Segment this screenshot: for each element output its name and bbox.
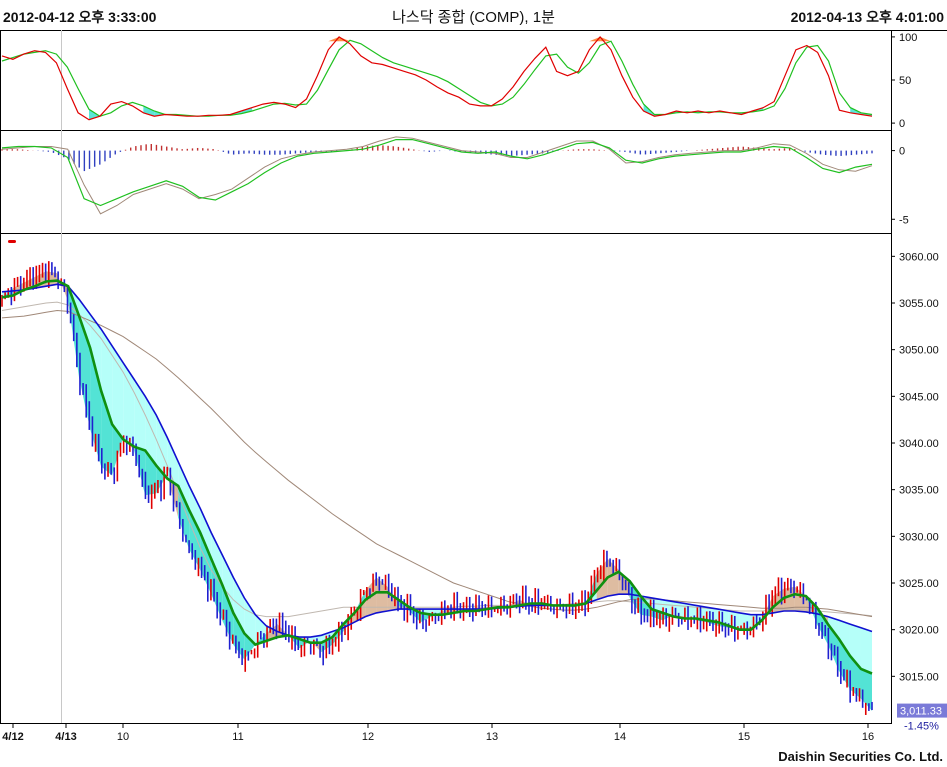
price-band-fill [189,510,201,570]
panel-frame [0,130,892,234]
price-band-fill [596,558,608,591]
chart-title: 나스닥 종합 (COMP), 1분 [392,9,555,26]
price-band-fill [618,569,630,598]
y-tick-label: 3020.00 [899,625,939,637]
y-tick-label: -5 [899,214,909,226]
y-tick-label: 3015.00 [899,671,939,683]
ma-band-fill [211,532,223,585]
y-tick-label: 3060.00 [899,251,939,263]
oversold-fill [89,109,100,120]
ma-short-line [1,279,873,675]
ma-band-fill [387,592,399,611]
ma-band-fill [200,508,212,559]
y-tick-label: 3040.00 [899,438,939,450]
y-tick-label: 3045.00 [899,391,939,403]
price-band-fill [574,603,586,608]
price-band-fill [156,465,168,494]
y-tick-label: 50 [899,75,911,87]
ma-band-fill [376,592,388,613]
price-band-fill [57,273,69,302]
x-tick-label: 11 [232,731,243,743]
ma-long-secondary [1,301,873,618]
stochastic-slow-line [1,39,873,117]
ma-band-fill [739,612,751,630]
price-band-fill [409,607,421,623]
ma-band-fill [123,362,135,447]
ma-band-fill [596,577,608,600]
ma-band-fill [101,329,113,425]
price-band-fill [79,316,91,429]
x-tick-label: 4/13 [55,731,76,743]
chart-header: 2012-04-12 오후 3:33:00 나스닥 종합 (COMP), 1분 … [0,0,947,30]
ma-band-fill [145,396,157,466]
change-percent-label: -1.45% [904,721,939,733]
macd-signal-line [1,136,873,215]
ma-band-fill [783,594,795,611]
brand-footer: Daishin Securities Co. Ltd. [778,749,943,764]
last-price-label: 3,011.33 [900,706,942,718]
ma-long [1,309,873,618]
price-band-fill [244,633,256,660]
x-tick-label: 13 [486,731,498,743]
signal-marker [8,240,16,243]
ma-band-fill [112,345,124,440]
y-tick-label: 3030.00 [899,531,939,543]
x-tick-label: 15 [738,731,750,743]
price-band-fill [178,485,190,550]
price-band-fill [860,668,872,711]
x-tick-label: 10 [117,731,129,743]
y-tick-label: 3055.00 [899,298,939,310]
price-band-fill [783,586,795,598]
y-tick-label: 0 [899,118,905,130]
x-tick-label: 4/12 [2,731,23,743]
end-datetime: 2012-04-13 오후 4:01:00 [790,9,944,25]
stochastic-fast-line [1,35,873,121]
ma-band-fill [717,609,729,626]
x-tick-label: 16 [862,731,874,743]
ma-band-fill [189,485,201,533]
ma-band-fill [838,620,850,656]
ma-band-fill [607,571,619,597]
y-tick-label: 0 [899,146,905,158]
x-tick-label: 12 [362,731,374,743]
ma-mid-line [1,283,873,638]
x-tick-label: 14 [614,731,626,743]
y-tick-label: 3025.00 [899,578,939,590]
ma-band-fill [233,577,245,634]
price-band-fill [266,624,278,641]
oversold-fill [241,107,253,114]
ma-band-fill [134,379,146,451]
last-price-tag [897,703,947,718]
price-band-fill [222,584,234,645]
ma-band-fill [860,627,872,674]
y-tick-label: 100 [899,32,917,44]
y-tick-label: 3050.00 [899,345,939,357]
ma-band-fill [178,461,190,511]
ma-band-fill [222,555,234,613]
ma-band-fill [156,415,168,479]
macd-line [1,139,873,207]
y-tick-label: 3035.00 [899,485,939,497]
ma-band-fill [244,597,256,645]
start-datetime: 2012-04-12 오후 3:33:00 [3,9,157,25]
panel-frame [0,233,892,724]
ma-band-fill [90,314,102,391]
price-band-fill [101,390,113,476]
